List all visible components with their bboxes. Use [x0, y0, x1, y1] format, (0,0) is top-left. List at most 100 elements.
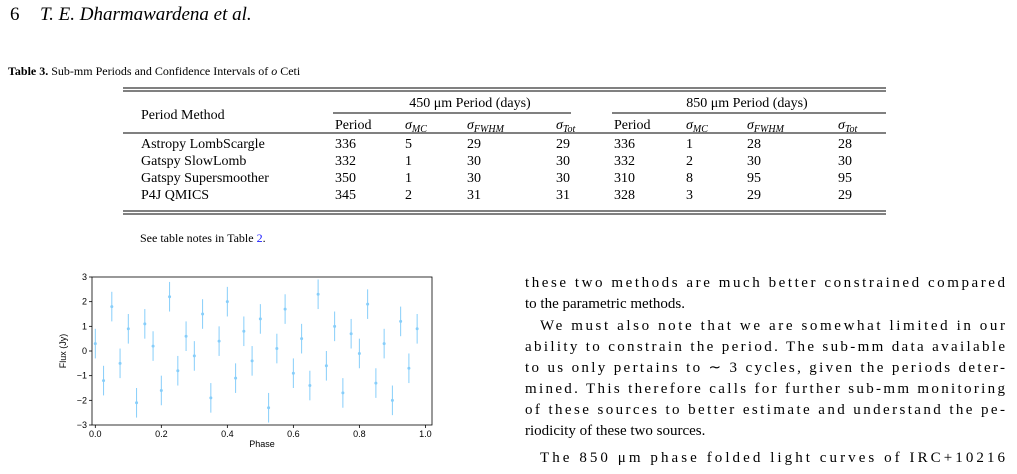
table-cell: 30 [467, 171, 481, 186]
table-cell: 5 [405, 137, 412, 152]
table-cell: 28 [747, 137, 761, 152]
data-point [102, 379, 106, 383]
table-header: Period Method [141, 108, 225, 123]
note-text: See table notes in Table [140, 231, 254, 245]
data-point [168, 295, 172, 299]
table-cell: 29 [747, 188, 761, 203]
table-cell: 30 [838, 154, 852, 169]
column-header: σTot [838, 118, 858, 135]
table-cell: 29 [838, 188, 852, 203]
symbol: σ [405, 118, 413, 133]
data-point [93, 342, 97, 346]
symbol: σ [686, 118, 694, 133]
subscript: Tot [845, 124, 858, 135]
data-point [366, 302, 370, 306]
x-tick-label: 0.4 [221, 429, 234, 439]
table-cell: 29 [556, 137, 570, 152]
data-point [201, 312, 205, 316]
data-point [184, 334, 188, 338]
table-cell: 1 [405, 154, 412, 169]
body-line: ability to constrain the period. The sub… [525, 339, 1005, 355]
y-tick-label: −2 [77, 395, 87, 405]
column-header: Period [614, 118, 651, 133]
data-point [267, 406, 271, 410]
note-end: . [263, 231, 266, 245]
note-link[interactable]: 2 [257, 231, 263, 245]
data-point [407, 366, 411, 370]
data-point [135, 401, 139, 405]
data-point [217, 339, 221, 343]
table-cell: 30 [556, 171, 570, 186]
table-cell: 95 [747, 171, 761, 186]
figure: 0.0 0.2 0.4 0.6 0.8 1.0 −3 −2 −1 0 1 2 3 Phase Flux (J… [58, 272, 433, 449]
x-tick-label: 0.2 [155, 429, 168, 439]
table-cell: 2 [686, 154, 693, 169]
body-line: of these sources to better estimate and … [525, 402, 1005, 418]
y-tick-label: −1 [77, 371, 87, 381]
running-head: T. E. Dharmawardena et al. [40, 4, 252, 25]
column-header: σMC [686, 118, 708, 135]
y-tick-label: −3 [77, 420, 87, 430]
table-caption: Table 3. Sub-mm Periods and Confidence I… [8, 64, 301, 78]
caption-object: o [271, 64, 277, 78]
table-cell: 2 [405, 188, 412, 203]
data-point [176, 369, 180, 373]
subscript: FWHM [473, 124, 505, 135]
table-cell: 30 [467, 154, 481, 169]
body-line: to us only pertains to ∼ 3 cycles, given… [525, 360, 1005, 376]
plot-frame [91, 276, 433, 426]
data-point [283, 307, 287, 311]
table-cell: 29 [467, 137, 481, 152]
data-point [110, 305, 114, 309]
table-cell: 310 [614, 171, 635, 186]
data-point [242, 329, 246, 333]
data-point [357, 351, 361, 355]
body-line: We must also note that we are somewhat l… [540, 318, 1005, 334]
body-line: these two methods are much better constr… [525, 275, 1006, 291]
data-point [415, 327, 419, 331]
x-tick-label: 0.6 [287, 429, 300, 439]
table-cell: 350 [335, 171, 356, 186]
data-point [143, 322, 147, 326]
table-cell: 1 [405, 171, 412, 186]
x-tick-label: 1.0 [419, 429, 432, 439]
symbol: σ [838, 118, 846, 133]
subscript: MC [411, 124, 427, 135]
table-cell: 332 [614, 154, 635, 169]
data-point [209, 396, 213, 400]
body-line: riodicity of these two sources. [525, 423, 705, 439]
data-point [308, 384, 312, 388]
symbol: σ [556, 118, 564, 133]
data-point [234, 376, 238, 380]
table-cell: 8 [686, 171, 693, 186]
table-cell: 30 [556, 154, 570, 169]
table-cell: 30 [747, 154, 761, 169]
caption-label: Table 3. [8, 64, 48, 78]
table-cell: 31 [467, 188, 481, 203]
table-note: See table notes in Table 2. [140, 231, 266, 245]
y-tick-label: 0 [82, 346, 87, 356]
group-header: 450 μm Period (days) [409, 96, 531, 111]
table-cell: 28 [838, 137, 852, 152]
body-text: these two methods are much better constr… [525, 275, 1006, 466]
data-point [225, 300, 229, 304]
y-tick-label: 3 [82, 272, 87, 282]
data-point [300, 337, 304, 341]
body-line: mined. This therefore calls for further … [525, 381, 1006, 397]
caption-text: Sub-mm Periods and Confidence Intervals … [51, 64, 268, 78]
data-point [118, 361, 122, 365]
y-axis-label: Flux (Jy) [58, 334, 68, 369]
data-point [250, 359, 254, 363]
y-tick-label: 1 [82, 321, 87, 331]
data-point [151, 344, 155, 348]
symbol: σ [747, 118, 755, 133]
data-point [324, 364, 328, 368]
data-point [374, 381, 378, 385]
subscript: FWHM [753, 124, 785, 135]
row-label: Astropy LombScargle [141, 137, 265, 152]
table-cell: 95 [838, 171, 852, 186]
caption-object-rest: Ceti [280, 64, 301, 78]
data-point [341, 391, 345, 395]
symbol: σ [467, 118, 475, 133]
